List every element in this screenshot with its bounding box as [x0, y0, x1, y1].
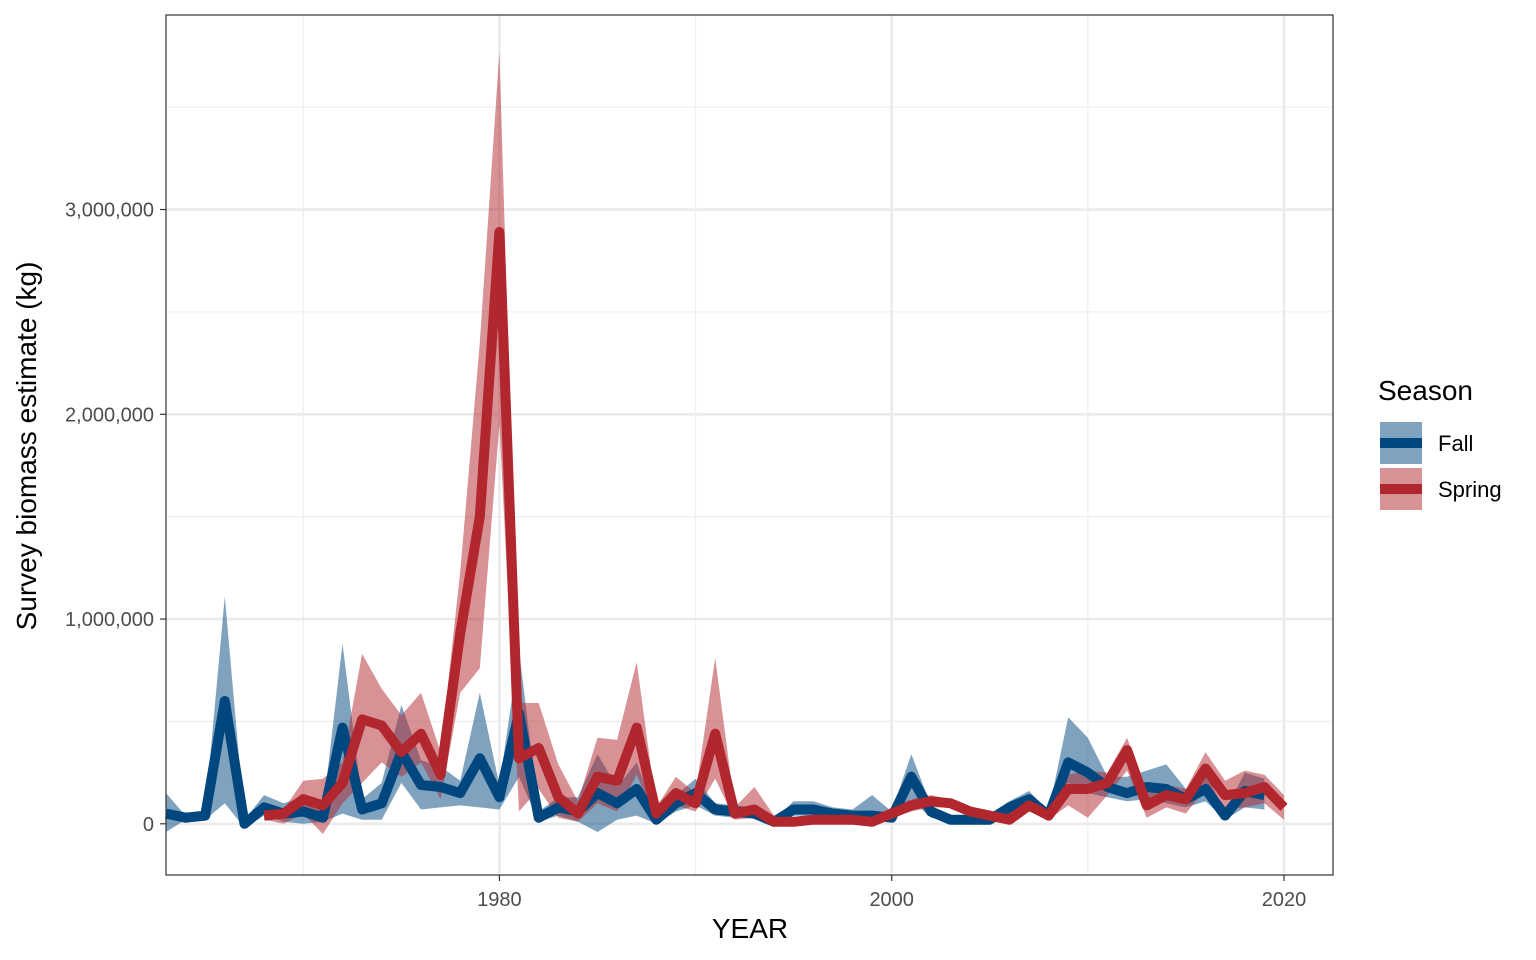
ribbon-layer — [166, 51, 1285, 834]
legend-label-spring: Spring — [1438, 477, 1502, 502]
axis-layer: 1980 2000 2020 0 1,000,000 2,000,000 3,000,000 — [65, 200, 1306, 911]
x-axis-title: YEAR — [712, 913, 788, 944]
x-tick-label: 1980 — [477, 889, 522, 911]
x-tick-label: 2020 — [1262, 889, 1307, 911]
x-tick-label: 2000 — [869, 889, 914, 911]
y-tick-label: 2,000,000 — [65, 404, 154, 426]
line-layer — [164, 227, 1288, 829]
legend-title: Season — [1378, 375, 1473, 406]
y-tick-label: 3,000,000 — [65, 200, 154, 222]
y-tick-label: 0 — [143, 814, 154, 836]
legend-label-fall: Fall — [1438, 431, 1473, 456]
legend: Season Fall Spring — [1378, 375, 1502, 510]
ribbon-spring — [264, 51, 1285, 834]
y-tick-label: 1,000,000 — [65, 609, 154, 631]
panel-border — [165, 14, 1334, 876]
legend-items: Fall Spring — [1380, 422, 1502, 510]
line-spring — [263, 227, 1288, 827]
y-axis-title: Survey biomass estimate (kg) — [11, 262, 42, 631]
